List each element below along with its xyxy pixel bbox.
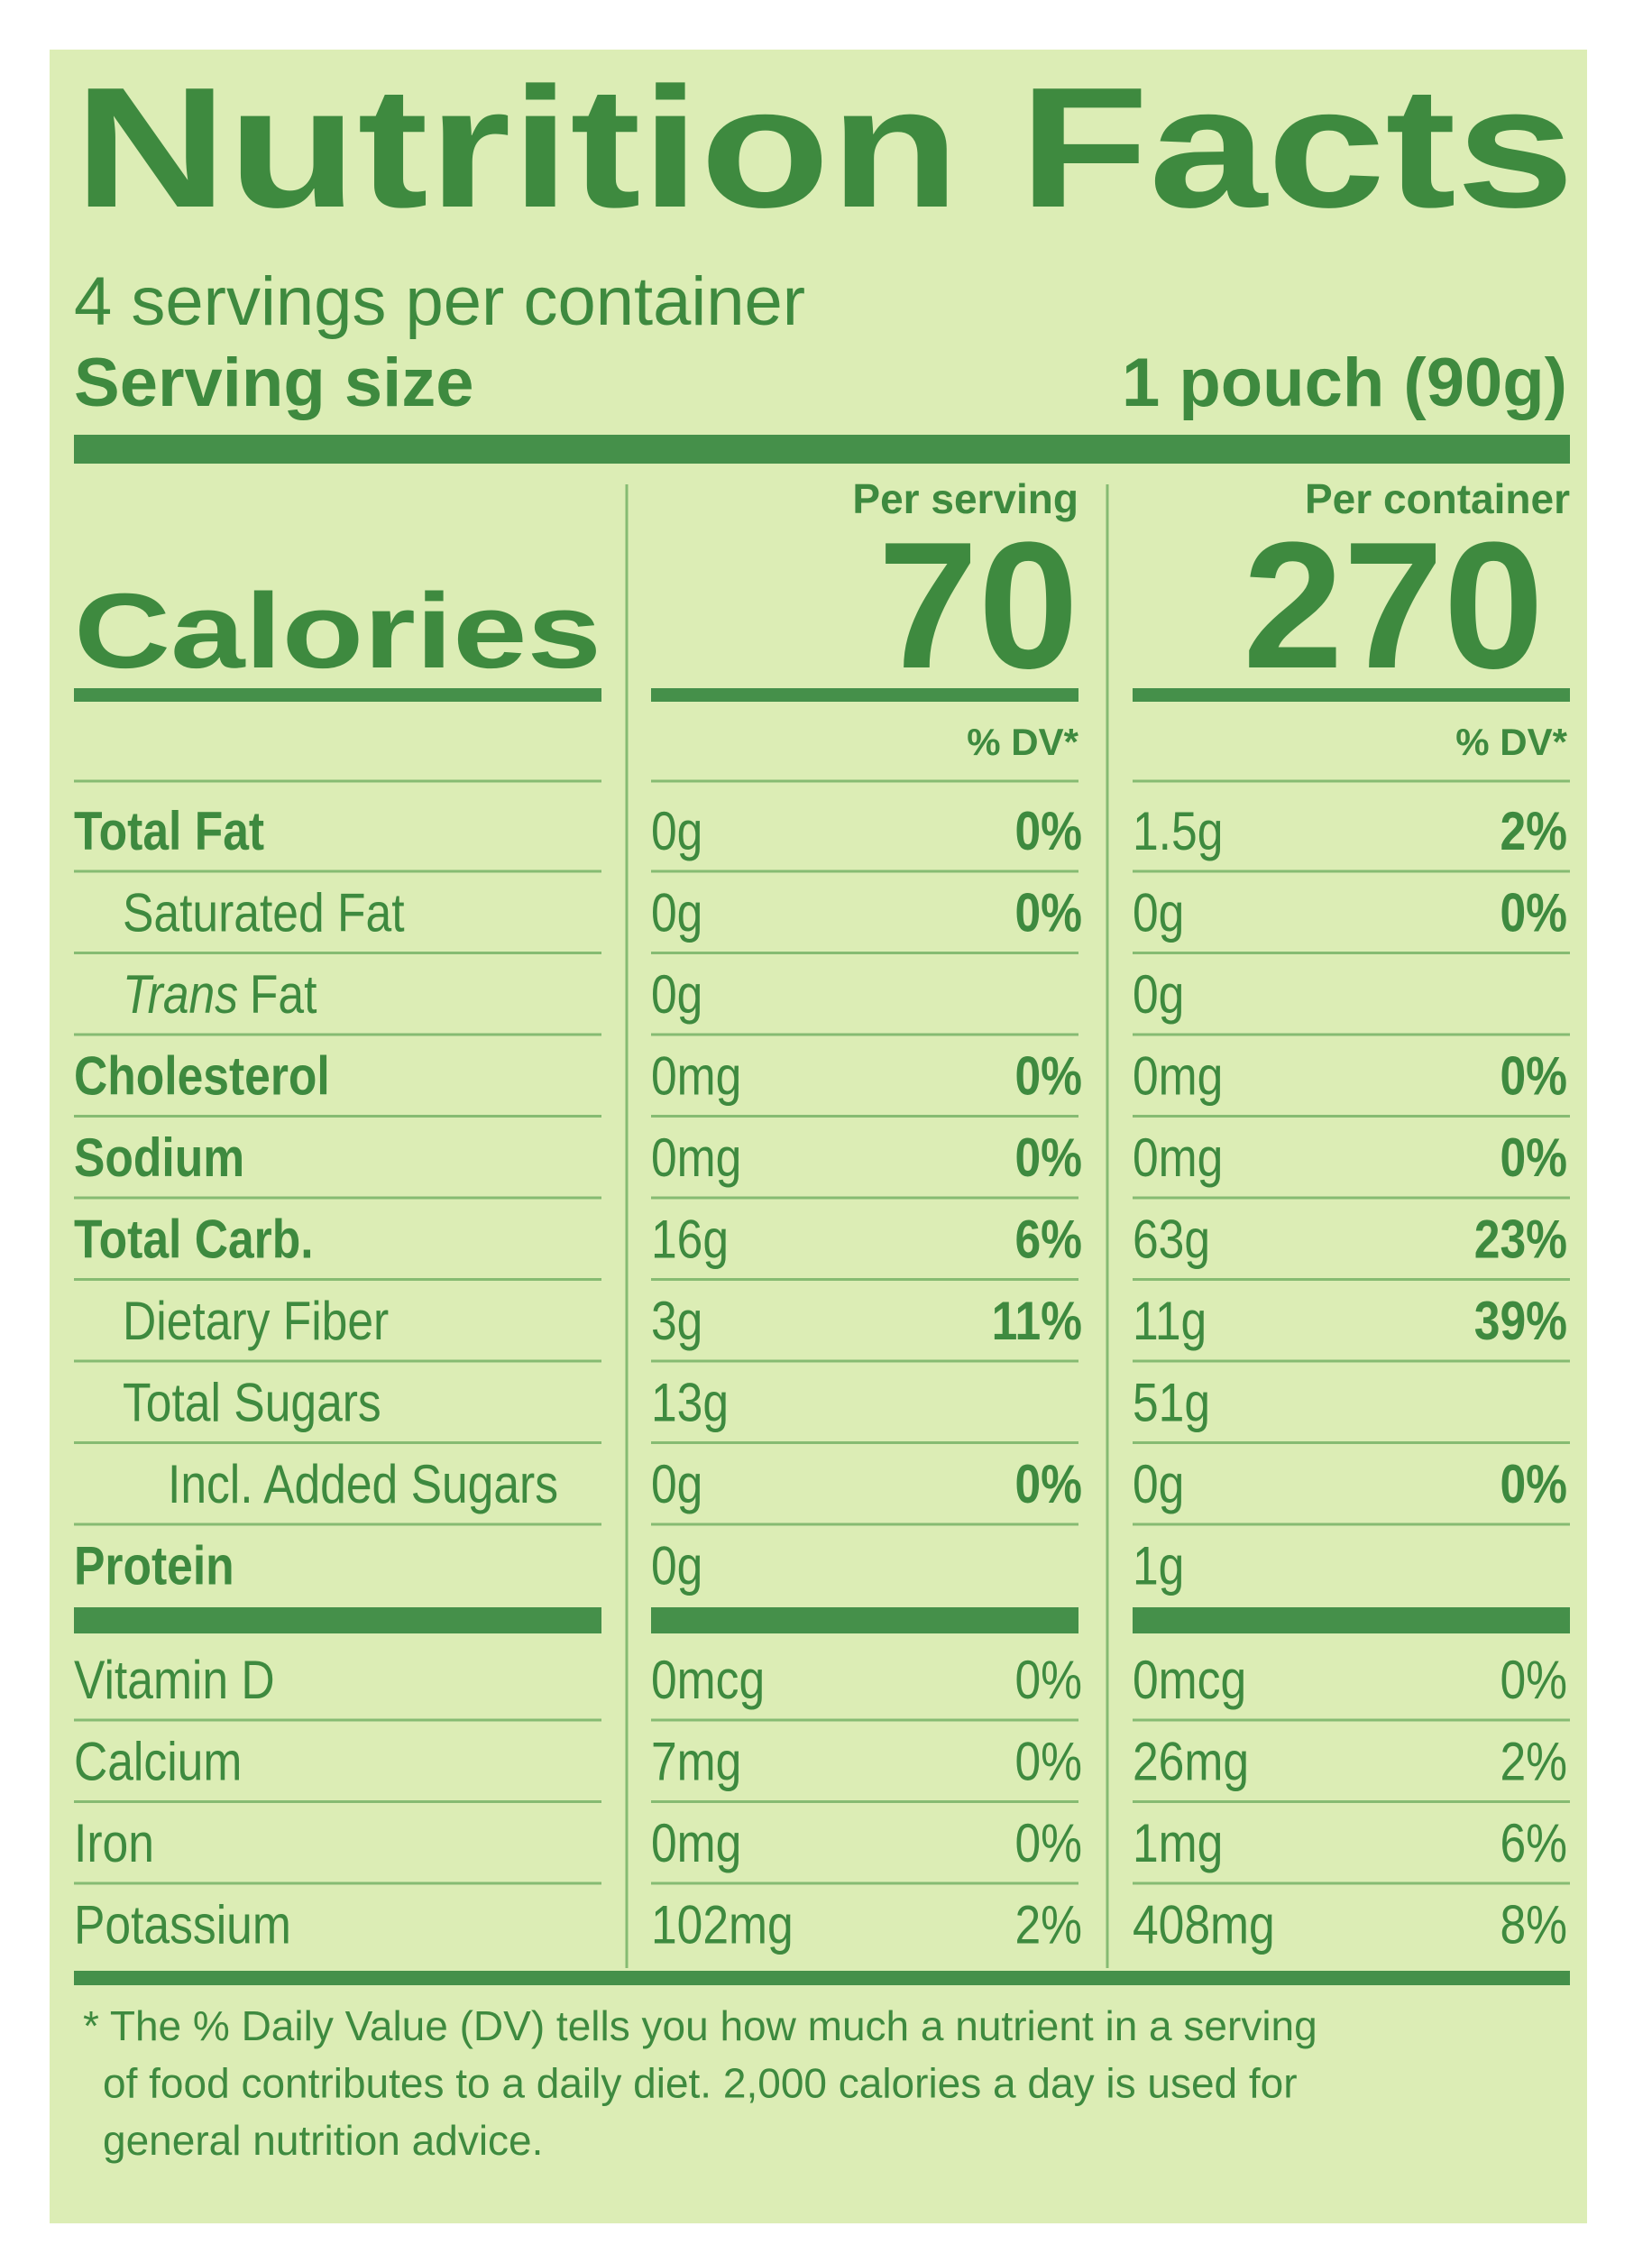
divider (651, 688, 1078, 702)
daily-value: 0% (1014, 882, 1082, 943)
nutrient-name-text: Total Sugars (123, 1372, 381, 1433)
amount: 7mg (651, 1731, 741, 1792)
title: Nutrition Facts (74, 52, 1574, 244)
amount: 408mg (1133, 1894, 1275, 1955)
daily-value: 0% (1014, 1045, 1082, 1107)
divider (1133, 1607, 1570, 1633)
vitamin-name: Iron (74, 1812, 154, 1873)
daily-value: 6% (1500, 1812, 1567, 1873)
daily-value: 8% (1500, 1894, 1567, 1955)
nutrient-name-text: Dietary Fiber (123, 1290, 389, 1351)
daily-value: 0% (1500, 1649, 1567, 1710)
divider (74, 1971, 1570, 1985)
calories-value: 270 (1243, 505, 1544, 706)
nutrient-name: Incl. Added Sugars (168, 1453, 558, 1514)
vitamin-name: Potassium (74, 1894, 291, 1955)
nutrient-name-text: Total Carb. (74, 1209, 314, 1270)
amount: 16g (651, 1209, 729, 1270)
divider (74, 1607, 601, 1633)
divider (1133, 688, 1570, 702)
daily-value: 0% (1500, 1127, 1567, 1188)
servings: 4 servings per container (74, 263, 805, 340)
amount: 11g (1133, 1290, 1207, 1351)
amount: 1.5g (1133, 800, 1223, 861)
calories-label: Calories (74, 572, 601, 691)
amount: 3g (651, 1290, 702, 1351)
nutrient-name-text: Saturated Fat (123, 882, 405, 943)
nutrient-name-text: Total Fat (74, 800, 264, 861)
amount: 0mg (651, 1812, 741, 1873)
daily-value: 0% (1500, 882, 1567, 943)
divider (74, 435, 1570, 464)
amount: 0g (1133, 882, 1184, 943)
amount: 0g (1133, 963, 1184, 1025)
nutrient-name: Dietary Fiber (123, 1290, 389, 1351)
amount: 1mg (1133, 1812, 1223, 1873)
nutrient-name-text: Protein (74, 1535, 234, 1596)
daily-value: 0% (1014, 1731, 1082, 1792)
amount: 0g (651, 882, 702, 943)
daily-value: 2% (1014, 1894, 1082, 1955)
amount: 0mcg (1133, 1649, 1246, 1710)
daily-value: 0% (1014, 1453, 1082, 1514)
daily-value: 39% (1474, 1290, 1567, 1351)
dv-header: % DV* (967, 721, 1078, 763)
daily-value: 0% (1014, 1812, 1082, 1873)
daily-value: 11% (992, 1290, 1082, 1351)
daily-value: 0% (1500, 1453, 1567, 1514)
nutrient-name-text: Sodium (74, 1127, 244, 1188)
nutrient-name: Total Fat (74, 800, 264, 861)
nutrient-name: Total Sugars (123, 1372, 381, 1433)
serving-size-label: Serving size (74, 345, 474, 421)
amount: 13g (651, 1372, 729, 1433)
daily-value: 6% (1014, 1209, 1082, 1270)
amount: 0g (651, 1535, 702, 1596)
divider (651, 1607, 1078, 1633)
dv-header: % DV* (1455, 721, 1567, 763)
nutrient-name: Trans Fat (123, 963, 317, 1025)
amount: 102mg (651, 1894, 794, 1955)
amount: 1g (1133, 1535, 1184, 1596)
amount: 63g (1133, 1209, 1210, 1270)
footnote: of food contributes to a daily diet. 2,0… (103, 2060, 1298, 2107)
nutrient-name-text: Cholesterol (74, 1045, 330, 1107)
nutrient-name-text: Incl. Added Sugars (168, 1453, 558, 1514)
divider (74, 688, 601, 702)
nutrient-name: Protein (74, 1535, 234, 1596)
amount: 0mg (1133, 1127, 1223, 1188)
column-header: Per serving (852, 475, 1078, 522)
amount: 0g (651, 1453, 702, 1514)
daily-value: 23% (1474, 1209, 1567, 1270)
amount: 51g (1133, 1372, 1210, 1433)
nutrient-name-rest: Fat (250, 963, 317, 1025)
amount: 0g (1133, 1453, 1184, 1514)
amount: 26mg (1133, 1731, 1249, 1792)
daily-value: 0% (1500, 1045, 1567, 1107)
vitamin-name: Vitamin D (74, 1649, 275, 1710)
amount: 0mcg (651, 1649, 765, 1710)
vitamin-name: Calcium (74, 1731, 242, 1792)
amount: 0mg (1133, 1045, 1223, 1107)
footnote: * The % Daily Value (DV) tells you how m… (83, 2002, 1317, 2049)
calories-value: 70 (878, 505, 1078, 706)
daily-value: 0% (1014, 800, 1082, 861)
amount: 0mg (651, 1127, 741, 1188)
amount: 0g (651, 800, 702, 861)
daily-value: 2% (1500, 1731, 1567, 1792)
serving-size-value: 1 pouch (90g) (1122, 345, 1567, 421)
daily-value: 2% (1500, 800, 1567, 861)
daily-value: 0% (1014, 1649, 1082, 1710)
nutrient-name-italic: Trans (123, 963, 238, 1025)
amount: 0mg (651, 1045, 741, 1107)
nutrient-name: Saturated Fat (123, 882, 405, 943)
panel (50, 50, 1587, 2223)
column-header: Per container (1305, 475, 1570, 522)
daily-value: 0% (1014, 1127, 1082, 1188)
footnote: general nutrition advice. (103, 2117, 543, 2164)
nutrient-name: Total Carb. (74, 1209, 314, 1270)
amount: 0g (651, 963, 702, 1025)
nutrient-name: Sodium (74, 1127, 244, 1188)
nutrient-name: Cholesterol (74, 1045, 330, 1107)
